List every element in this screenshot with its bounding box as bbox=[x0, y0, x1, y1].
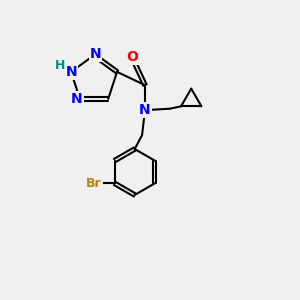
Text: H: H bbox=[55, 59, 65, 72]
Text: N: N bbox=[90, 47, 101, 61]
Text: Br: Br bbox=[86, 177, 102, 190]
Text: N: N bbox=[71, 92, 83, 106]
Text: N: N bbox=[65, 65, 77, 79]
Text: N: N bbox=[139, 103, 151, 117]
Text: O: O bbox=[126, 50, 138, 64]
